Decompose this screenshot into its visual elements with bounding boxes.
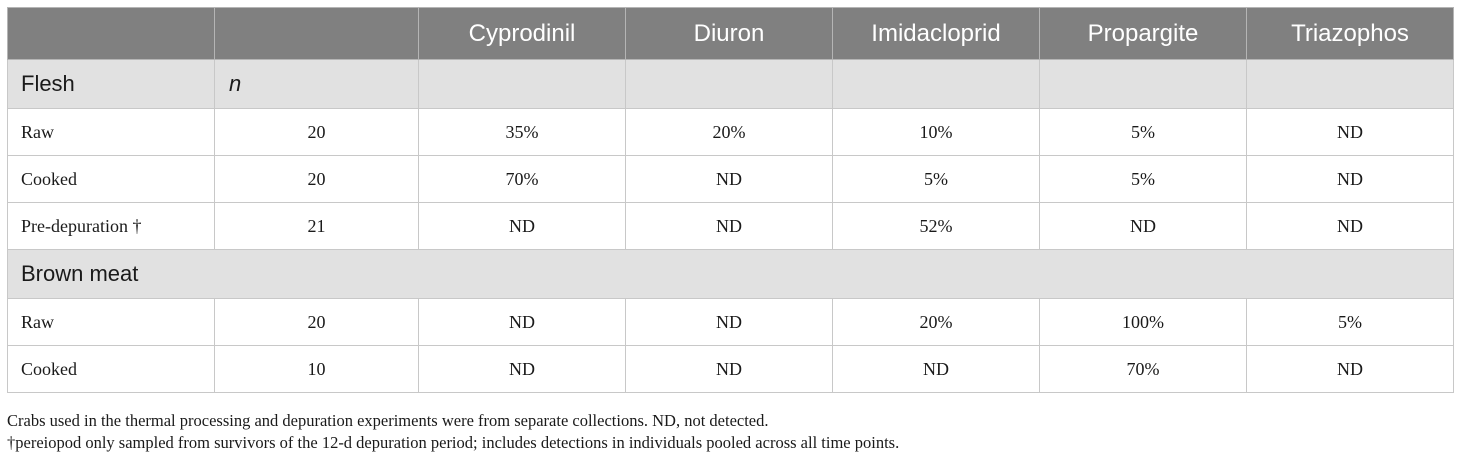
footnote-line-2: †pereiopod only sampled from survivors o… — [7, 433, 900, 452]
table-row: Raw 20 ND ND 20% 100% 5% — [7, 298, 1454, 346]
diuron-value: 20% — [625, 108, 833, 156]
row-label: Raw — [7, 298, 215, 346]
triazophos-value: ND — [1246, 202, 1454, 250]
propargite-value: 5% — [1039, 108, 1247, 156]
header-row: Cyprodinil Diuron Imidacloprid Propargit… — [7, 7, 1454, 60]
diuron-value: ND — [625, 155, 833, 203]
header-cell-empty-2 — [214, 7, 419, 60]
row-label: Pre-depuration † — [7, 202, 215, 250]
table-row: Pre-depuration † 21 ND ND 52% ND ND — [7, 202, 1454, 250]
row-label: Cooked — [7, 345, 215, 393]
header-diuron: Diuron — [625, 7, 833, 60]
propargite-value: ND — [1039, 202, 1247, 250]
results-table-container: Cyprodinil Diuron Imidacloprid Propargit… — [7, 7, 1454, 393]
imidacloprid-value: 52% — [832, 202, 1040, 250]
triazophos-value: ND — [1246, 108, 1454, 156]
triazophos-value: ND — [1246, 345, 1454, 393]
section-empty-cell — [1246, 59, 1454, 109]
detection-frequency-table: Cyprodinil Diuron Imidacloprid Propargit… — [7, 7, 1454, 393]
row-label: Cooked — [7, 155, 215, 203]
section-empty-cell — [832, 59, 1040, 109]
cyprodinil-value: ND — [418, 298, 626, 346]
section-row-brown-meat: Brown meat — [7, 249, 1454, 299]
diuron-value: ND — [625, 298, 833, 346]
table-footnotes: Crabs used in the thermal processing and… — [7, 410, 899, 454]
header-cyprodinil: Cyprodinil — [418, 7, 626, 60]
imidacloprid-value: 10% — [832, 108, 1040, 156]
n-value: 21 — [214, 202, 419, 250]
propargite-value: 5% — [1039, 155, 1247, 203]
section-empty-cell — [625, 59, 833, 109]
section-empty-cell — [1039, 59, 1247, 109]
diuron-value: ND — [625, 202, 833, 250]
section-label-brown-meat: Brown meat — [7, 249, 1454, 299]
n-column-header: n — [214, 59, 419, 109]
header-triazophos: Triazophos — [1246, 7, 1454, 60]
header-cell-empty-1 — [7, 7, 215, 60]
propargite-value: 70% — [1039, 345, 1247, 393]
section-row-flesh: Flesh n — [7, 59, 1454, 109]
n-value: 20 — [214, 298, 419, 346]
n-value: 20 — [214, 108, 419, 156]
section-label-flesh: Flesh — [7, 59, 215, 109]
table-row: Cooked 10 ND ND ND 70% ND — [7, 345, 1454, 393]
cyprodinil-value: 35% — [418, 108, 626, 156]
cyprodinil-value: ND — [418, 345, 626, 393]
footnote-line-1: Crabs used in the thermal processing and… — [7, 411, 769, 430]
header-propargite: Propargite — [1039, 7, 1247, 60]
cyprodinil-value: 70% — [418, 155, 626, 203]
diuron-value: ND — [625, 345, 833, 393]
imidacloprid-value: ND — [832, 345, 1040, 393]
triazophos-value: ND — [1246, 155, 1454, 203]
imidacloprid-value: 5% — [832, 155, 1040, 203]
propargite-value: 100% — [1039, 298, 1247, 346]
n-value: 20 — [214, 155, 419, 203]
row-label: Raw — [7, 108, 215, 156]
cyprodinil-value: ND — [418, 202, 626, 250]
table-row: Raw 20 35% 20% 10% 5% ND — [7, 108, 1454, 156]
triazophos-value: 5% — [1246, 298, 1454, 346]
imidacloprid-value: 20% — [832, 298, 1040, 346]
n-value: 10 — [214, 345, 419, 393]
section-empty-cell — [418, 59, 626, 109]
table-row: Cooked 20 70% ND 5% 5% ND — [7, 155, 1454, 203]
header-imidacloprid: Imidacloprid — [832, 7, 1040, 60]
